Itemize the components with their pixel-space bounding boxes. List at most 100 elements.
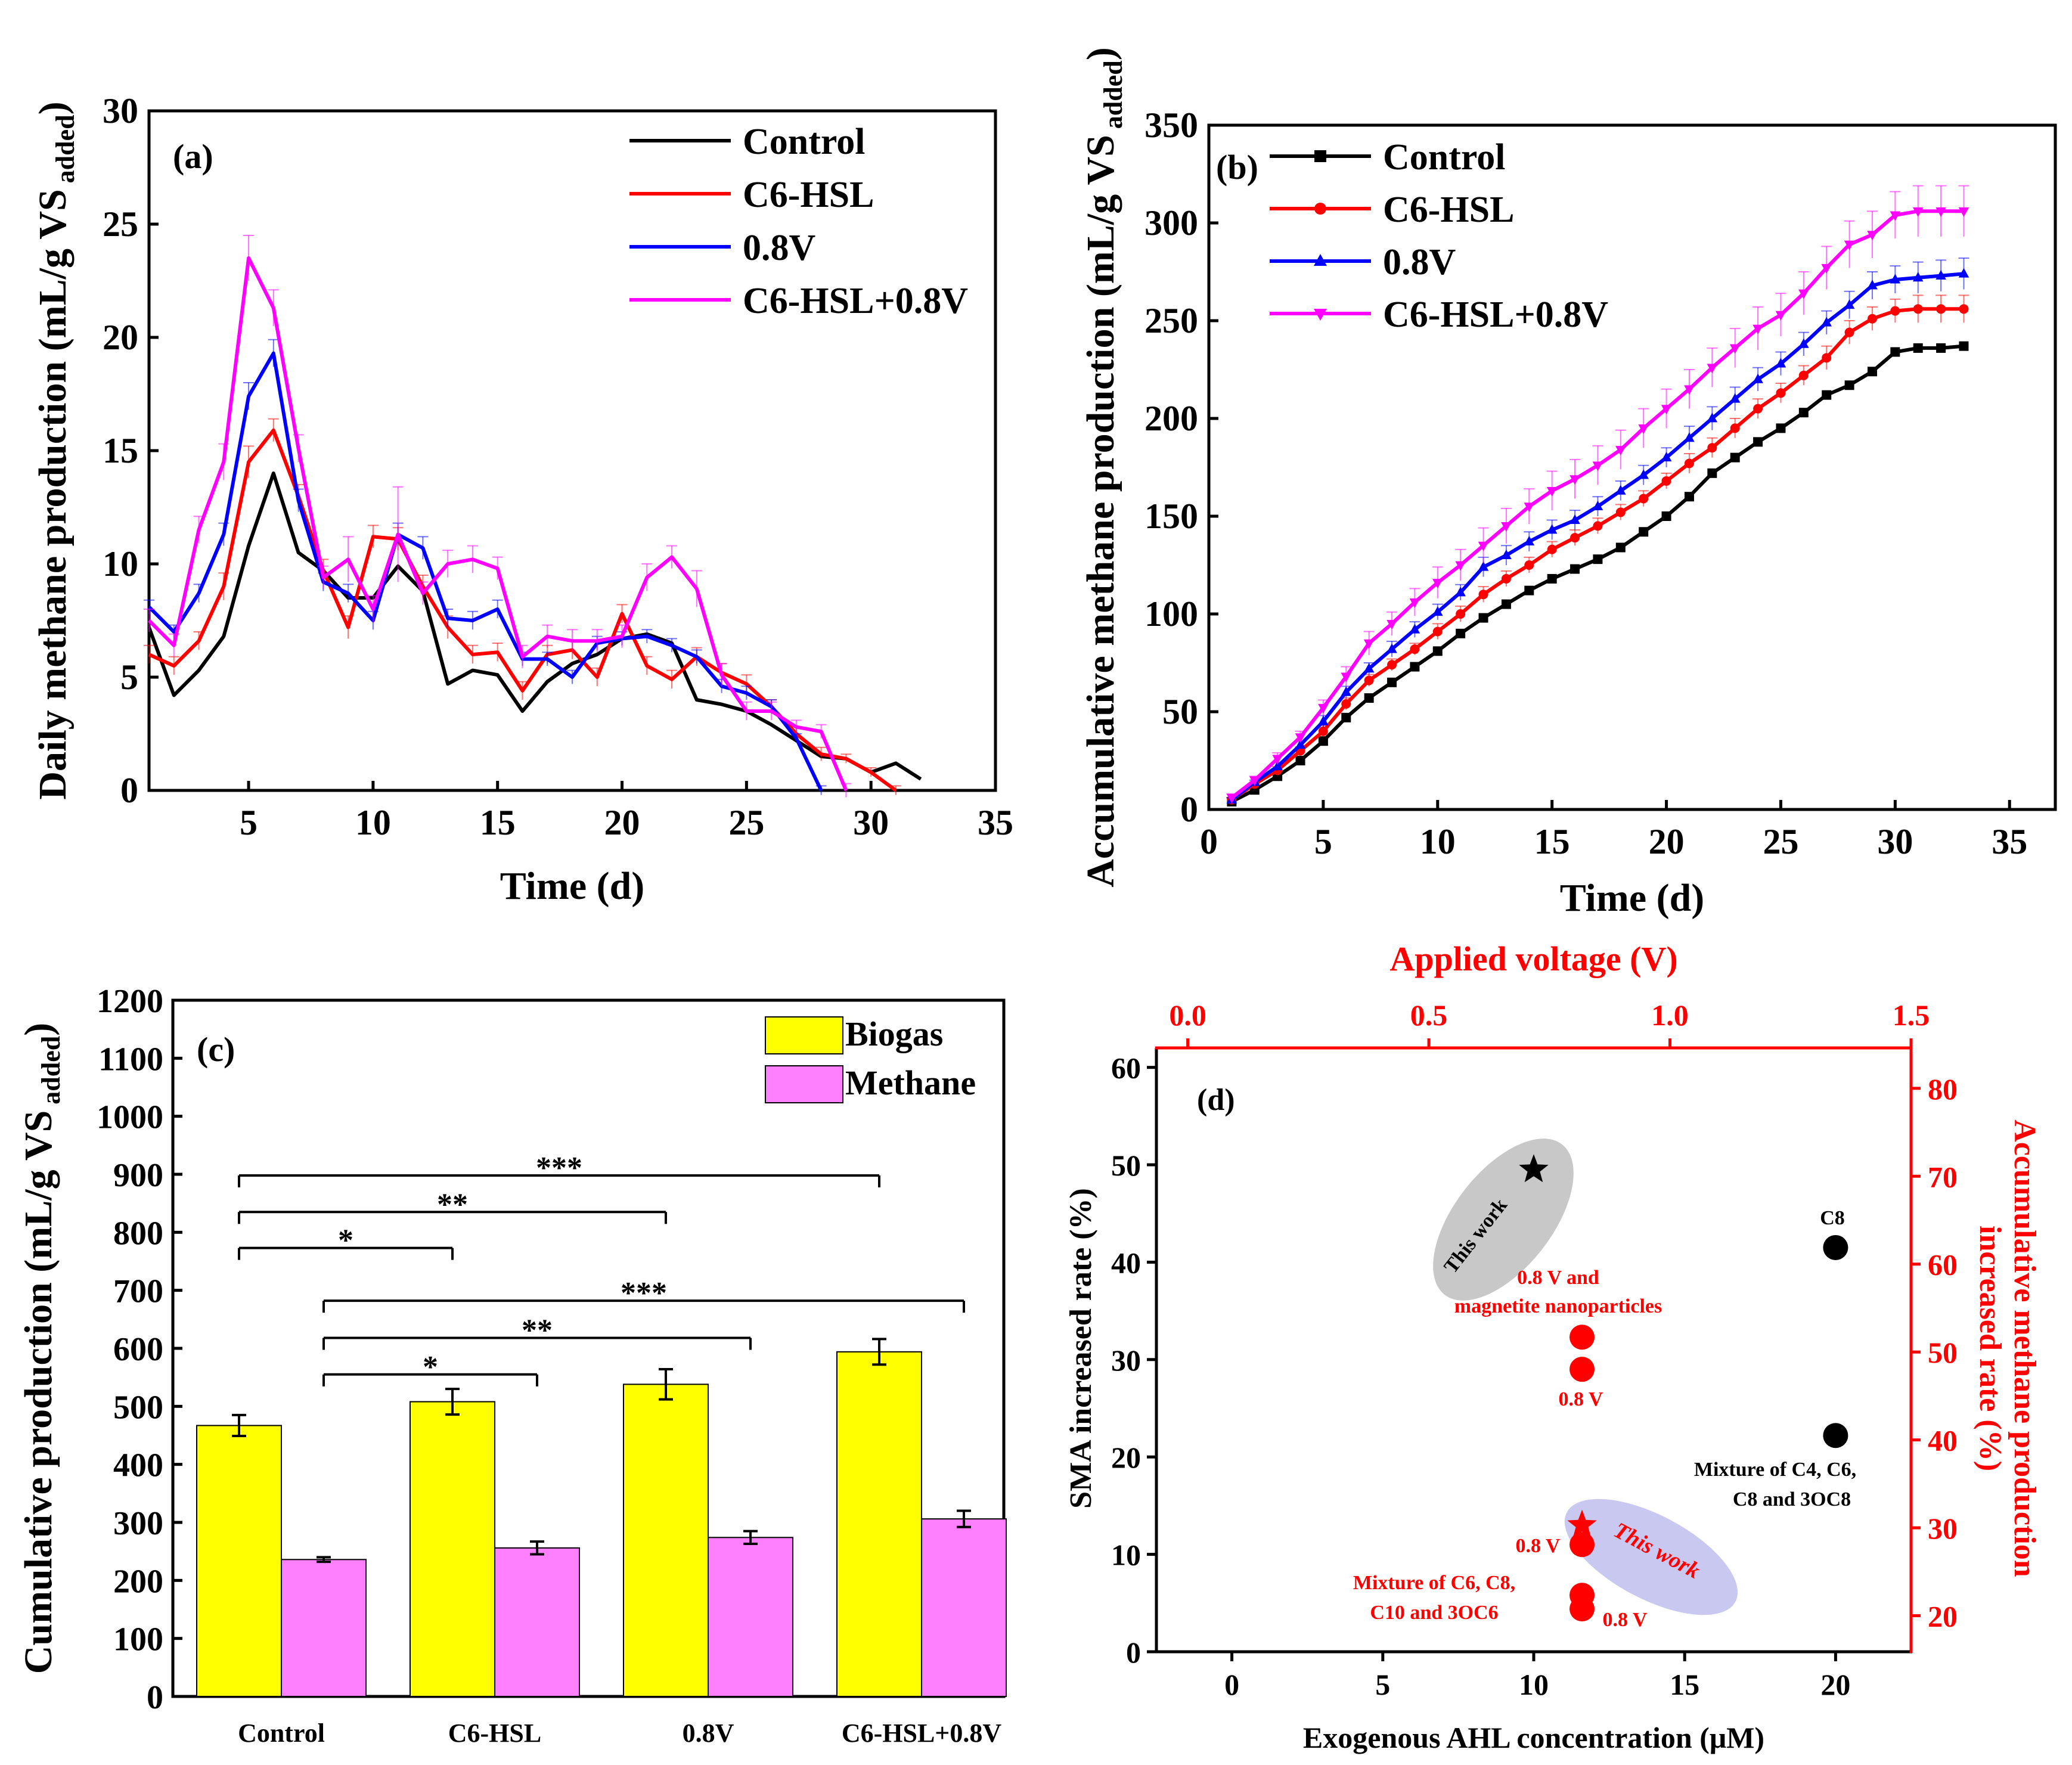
- category-label: 0.8V: [683, 1719, 734, 1748]
- data-point: [1638, 424, 1649, 434]
- data-point: [1798, 338, 1809, 348]
- panel-a-legend: Control C6-HSL 0.8V C6-HSL+0.8V: [629, 122, 968, 321]
- y-tick-label: 10: [103, 544, 138, 584]
- data-point: [1593, 521, 1603, 531]
- panel-c-cumulative-production: 0 100 200 300 400 500 600 700 800 900 1000 1100 1200…: [17, 983, 1007, 1748]
- y-left-tick-label: 0: [1126, 1636, 1141, 1669]
- data-point: [1386, 643, 1397, 653]
- data-point: [1798, 370, 1809, 380]
- x-tick-label: 10: [1420, 822, 1456, 861]
- legend-marker: [1314, 203, 1326, 215]
- y-tick-label: 400: [113, 1447, 163, 1484]
- legend-marker: [1314, 150, 1326, 162]
- data-point: [1410, 644, 1420, 654]
- panel-b-ylabel-main: Accumulative methane production (mL/g VS: [1079, 135, 1122, 888]
- series-C6-HSL: [1226, 294, 1969, 805]
- x-tick-label: 15: [480, 803, 516, 842]
- data-point: [1890, 274, 1901, 284]
- panel-a-daily-methane: 5 10 15 20 25 30 35 0 5 10 15 20 25 30 (a) Control C6-…: [31, 91, 1013, 908]
- data-point: [1661, 511, 1671, 521]
- annot-mag-line1: 0.8 V and: [1517, 1267, 1599, 1289]
- y-tick-label: 0: [147, 1679, 163, 1716]
- data-point: [1639, 527, 1649, 537]
- data-point: [1958, 207, 1969, 217]
- panel-c-legend: Biogas Methane: [765, 1015, 976, 1103]
- significance-label: *: [338, 1224, 353, 1258]
- data-point: [1478, 541, 1489, 551]
- legend-swatch: [765, 1016, 843, 1054]
- panel-d-ylabel-left: SMA increased rate (%): [1064, 1188, 1098, 1509]
- data-point: [1821, 317, 1832, 327]
- data-point: [1661, 476, 1671, 486]
- data-point: [1295, 739, 1306, 749]
- scatter-point: [1569, 1324, 1595, 1350]
- y-tick-label: 900: [113, 1157, 163, 1194]
- category-label: Control: [238, 1719, 325, 1748]
- panel-a-ticks: 5 10 15 20 25 30 35 0 5 10 15 20 25 30: [103, 91, 1013, 842]
- data-point: [1729, 393, 1741, 403]
- legend-marker: [1314, 254, 1327, 266]
- data-point: [1844, 380, 1854, 390]
- y-tick-label: 100: [1144, 594, 1198, 634]
- x-top-tick-label: 1.0: [1651, 998, 1689, 1032]
- data-point: [1363, 639, 1375, 649]
- y-tick-label: 600: [113, 1331, 163, 1368]
- data-point: [1752, 324, 1763, 334]
- series-line: [1231, 344, 1964, 804]
- x-tick-label: 15: [1670, 1668, 1699, 1701]
- x-tick-label: 20: [604, 803, 640, 842]
- y-tick-label: 0: [120, 771, 138, 810]
- bar-Methane: [708, 1537, 793, 1697]
- data-point: [1935, 207, 1946, 217]
- x-tick-label: 30: [853, 803, 889, 842]
- data-point: [1432, 626, 1443, 637]
- x-tick-label: 5: [1314, 822, 1332, 861]
- data-point: [1912, 207, 1924, 217]
- data-point: [1798, 408, 1809, 418]
- data-point: [1501, 599, 1511, 609]
- data-point: [1226, 793, 1237, 804]
- data-point: [1456, 628, 1466, 638]
- data-point: [1570, 533, 1580, 543]
- y-tick-label: 200: [1144, 399, 1198, 438]
- data-point: [1546, 486, 1558, 497]
- x-tick-label: 20: [1649, 822, 1685, 861]
- panel-d-xlabel-top: Applied voltage (V): [1389, 939, 1677, 978]
- panel-c-bars: [196, 1338, 1007, 1698]
- x-tick-label: 0: [1200, 822, 1218, 861]
- legend-label: Control: [743, 122, 866, 162]
- x-tick-label: 25: [728, 803, 764, 842]
- category-label: C6-HSL: [448, 1719, 541, 1748]
- data-point: [1295, 733, 1306, 743]
- bar-Methane: [281, 1559, 367, 1697]
- panel-a-ylabel: Daily methane production (mL/g VS added): [31, 101, 80, 799]
- legend-swatch: [765, 1065, 843, 1103]
- data-point: [1478, 613, 1488, 623]
- data-point: [1478, 590, 1488, 600]
- panel-d-ylabel-right-1: Accumulative methane production: [2008, 1119, 2042, 1577]
- x-tick-label: 25: [1763, 822, 1798, 861]
- data-point: [1730, 423, 1740, 433]
- data-point: [1546, 524, 1558, 534]
- panel-b-ylabel: Accumulative methane production (mL/g VS…: [1079, 47, 1128, 888]
- data-point: [1844, 240, 1855, 250]
- data-point: [1478, 561, 1489, 571]
- data-point: [1959, 304, 1969, 314]
- series-line: [148, 428, 897, 792]
- data-point: [1524, 502, 1535, 513]
- y-tick-label: 250: [1144, 301, 1198, 340]
- data-point: [1936, 343, 1946, 353]
- data-point: [1821, 264, 1832, 274]
- legend-marker: [1314, 309, 1327, 321]
- panel-b-series: [1226, 185, 1969, 806]
- y-tick-label: 1100: [98, 1041, 163, 1078]
- data-point: [1295, 756, 1305, 765]
- data-point: [1318, 704, 1329, 714]
- data-point: [1661, 452, 1672, 461]
- x-tick-label: 20: [1820, 1668, 1850, 1701]
- data-point: [1386, 620, 1397, 629]
- y-right-tick-label: 80: [1928, 1072, 1958, 1106]
- data-point: [1638, 469, 1649, 479]
- legend-label: Biogas: [845, 1015, 943, 1053]
